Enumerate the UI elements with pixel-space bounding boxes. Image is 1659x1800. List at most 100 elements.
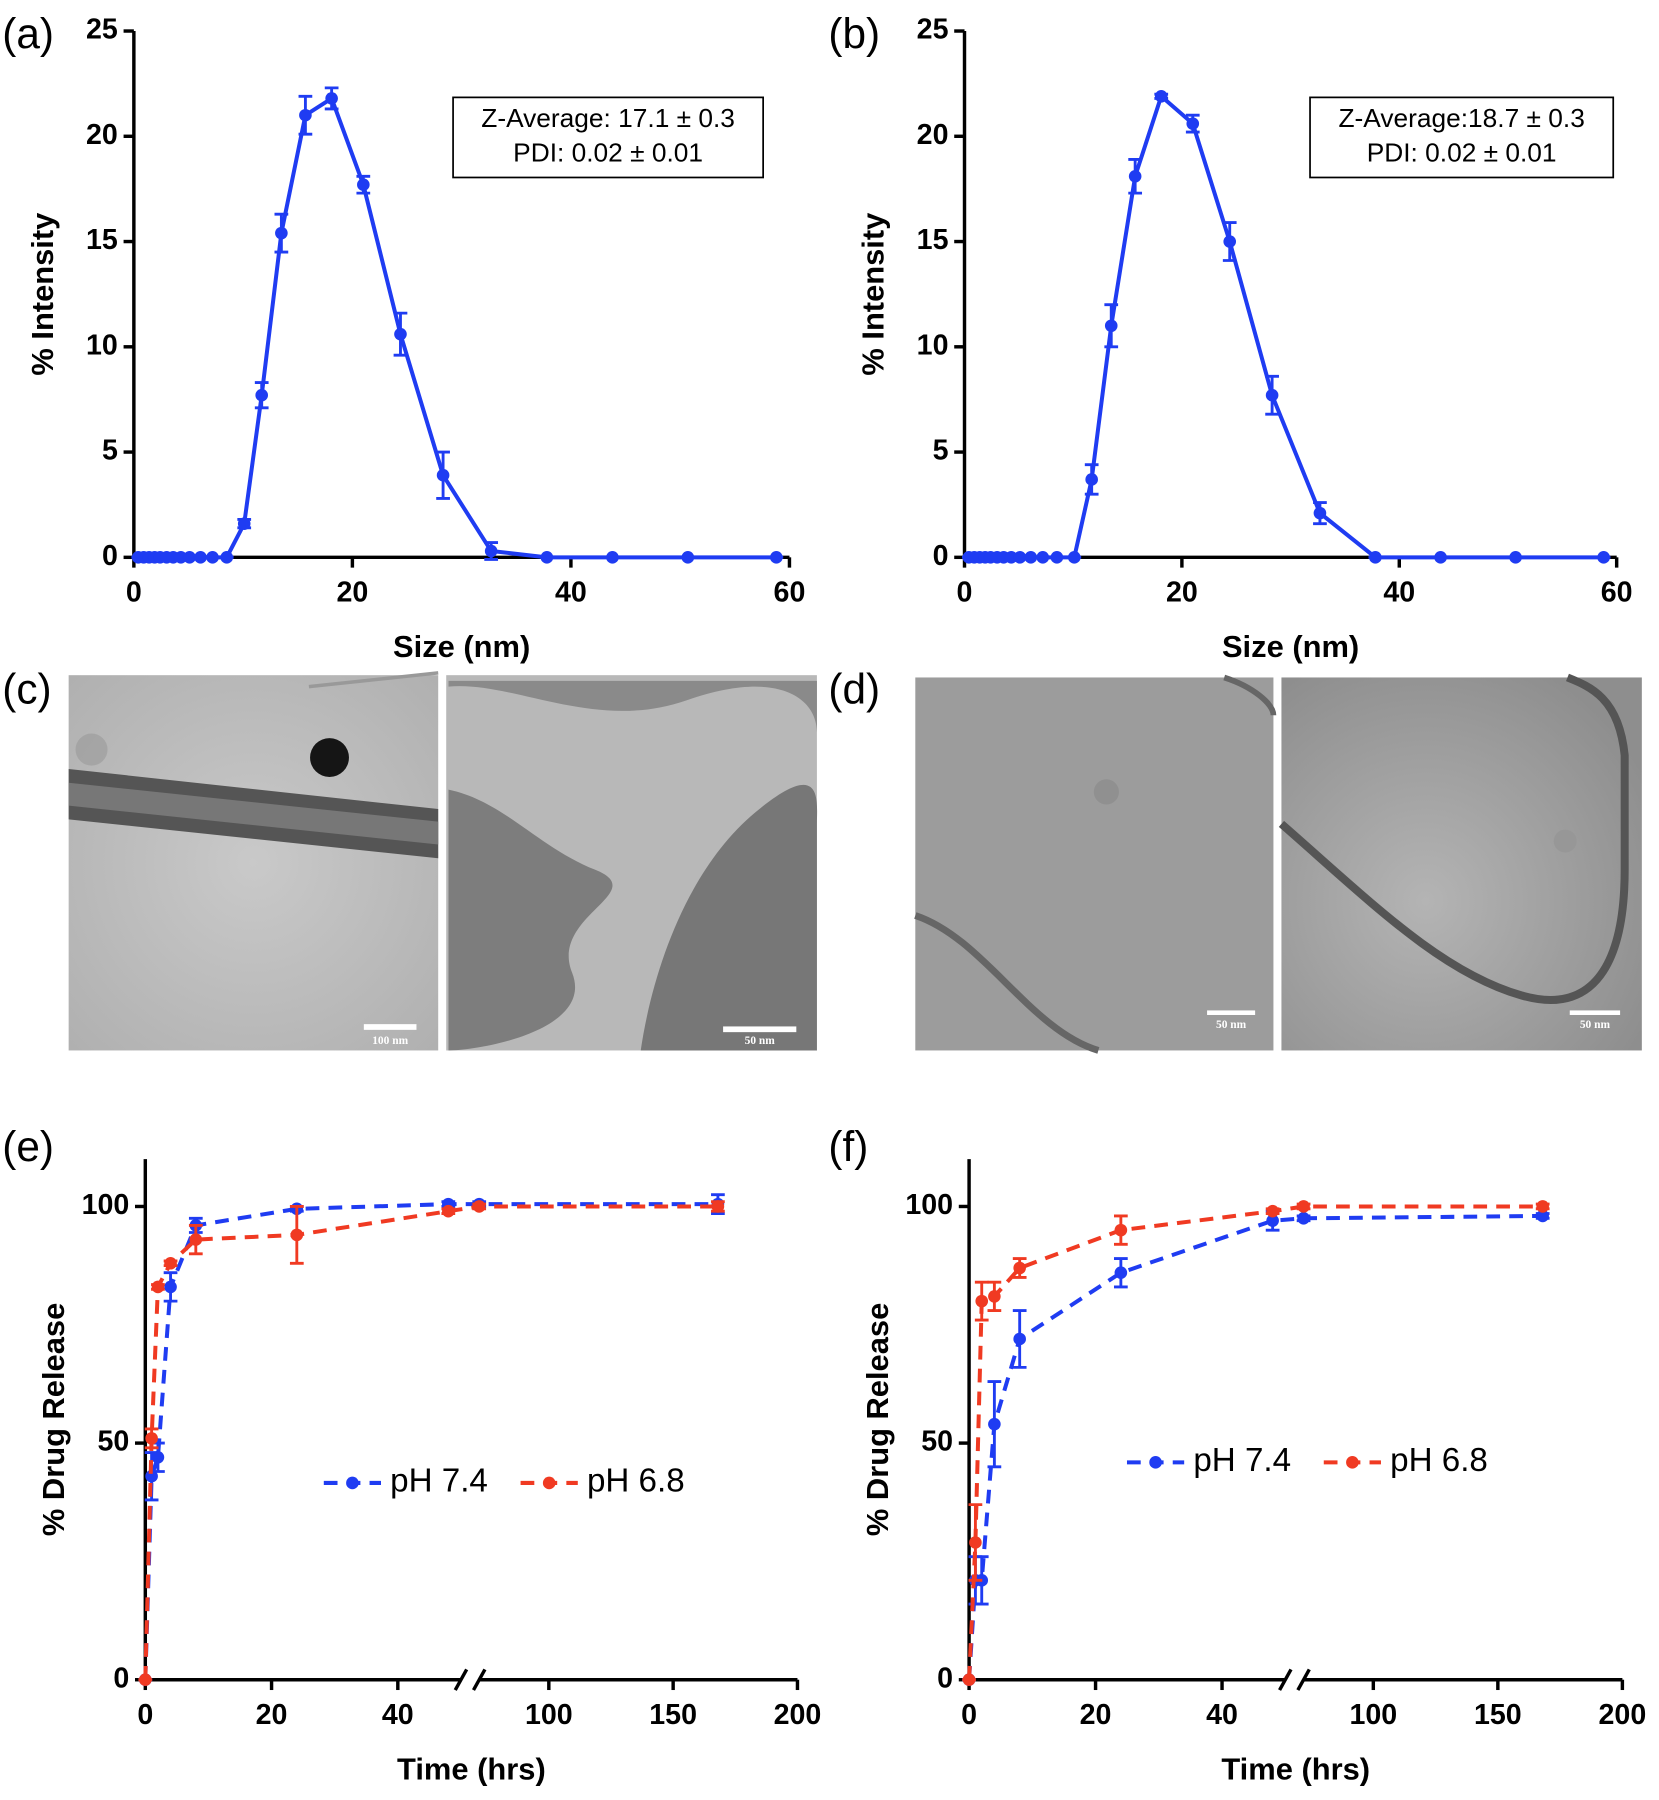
data-point (770, 551, 783, 564)
annotation-text: Z-Average: 17.1 ± 0.3 (481, 103, 735, 133)
scale-bar-label: 50 nm (745, 1035, 776, 1047)
x-tick-label: 60 (1601, 577, 1633, 609)
x-tick-label: 20 (336, 577, 368, 609)
y-axis-title: % Intensity (25, 213, 60, 376)
data-point (436, 468, 450, 482)
data-point (325, 92, 338, 105)
data-point (711, 1200, 725, 1213)
x-axis-title: Time (hrs) (397, 1751, 546, 1786)
panel-label: (a) (2, 10, 54, 57)
data-point (220, 551, 234, 564)
x-axis-title: Size (nm) (1222, 629, 1359, 664)
y-tick-label: 100 (82, 1189, 130, 1221)
y-tick-label: 0 (937, 1662, 953, 1694)
series-line (143, 1204, 718, 1680)
y-tick-label: 5 (102, 435, 118, 467)
data-point (183, 551, 196, 564)
data-point (1186, 117, 1200, 130)
scale-bar-label: 100 nm (372, 1035, 408, 1047)
data-point (1223, 235, 1237, 248)
panel-label: (e) (2, 1123, 54, 1170)
axis-break (471, 1668, 487, 1691)
data-point (164, 1280, 177, 1294)
legend-label: pH 6.8 (587, 1463, 685, 1500)
y-tick-label: 100 (905, 1189, 953, 1221)
data-point (237, 517, 251, 530)
data-point (1128, 169, 1142, 183)
x-tick-label: 0 (137, 1699, 153, 1731)
y-tick-label: 10 (917, 329, 949, 361)
x-tick-label: 100 (525, 1699, 573, 1731)
y-tick-label: 5 (933, 435, 949, 467)
data-point (1114, 1223, 1128, 1237)
data-point (1067, 551, 1081, 564)
y-axis-title: % Drug Release (860, 1303, 895, 1536)
y-tick-label: 20 (86, 119, 118, 151)
micrograph: 50 nm (914, 674, 1277, 1054)
data-point (962, 1673, 976, 1687)
annotation-box (452, 96, 764, 179)
x-tick-label: 150 (649, 1699, 697, 1731)
axis-break (453, 1668, 469, 1691)
legend-label: pH 6.8 (1390, 1442, 1488, 1479)
micrograph: 100 nm (68, 671, 439, 1051)
annotation-text: PDI: 0.02 ± 0.01 (513, 138, 703, 168)
data-point (1013, 1332, 1026, 1346)
scale-bar-label: 50 nm (1580, 1019, 1611, 1031)
data-point (189, 1233, 203, 1246)
panel-label: (b) (828, 10, 880, 57)
data-point (275, 226, 288, 240)
data-point (1024, 551, 1038, 564)
series-line (143, 1202, 718, 1680)
data-point (1104, 319, 1118, 333)
x-tick-label: 20 (256, 1699, 288, 1731)
scale-bar-label: 50 nm (1216, 1019, 1247, 1031)
data-point (1434, 551, 1447, 564)
data-point (484, 544, 498, 558)
data-point (174, 551, 188, 564)
x-axis-title: Size (nm) (393, 629, 530, 664)
data-point (357, 178, 370, 192)
legend-swatch (1346, 1456, 1359, 1469)
data-point (1013, 551, 1027, 564)
data-point (206, 551, 219, 564)
data-point (394, 327, 407, 341)
x-tick-label: 60 (774, 577, 806, 609)
data-point (164, 1256, 177, 1270)
y-tick-label: 0 (102, 540, 118, 572)
data-point (1050, 551, 1064, 564)
y-tick-label: 0 (113, 1662, 129, 1694)
series-line (967, 1204, 1543, 1680)
data-point (1265, 388, 1279, 402)
micrograph: 50 nm (446, 675, 818, 1051)
y-axis-title: % Intensity (855, 213, 890, 376)
data-point (1297, 1200, 1310, 1213)
y-tick-label: 10 (86, 329, 118, 361)
legend-swatch (1149, 1456, 1162, 1469)
data-point (1297, 1212, 1310, 1225)
panel-label: (d) (828, 666, 880, 713)
y-tick-label: 15 (86, 224, 118, 256)
legend-swatch (346, 1476, 359, 1490)
data-point (1085, 473, 1098, 486)
data-point (194, 551, 207, 564)
data-point (1266, 1204, 1279, 1218)
y-axis-title: % Drug Release (36, 1303, 71, 1536)
panel-label: (f) (828, 1123, 868, 1170)
data-point (606, 551, 619, 564)
y-tick-label: 20 (917, 119, 949, 151)
data-point (1509, 551, 1522, 564)
y-tick-label: 50 (921, 1426, 953, 1458)
data-point (1313, 506, 1327, 520)
data-point (1013, 1261, 1026, 1275)
data-point (1154, 89, 1168, 103)
annotation-text: PDI: 0.02 ± 0.01 (1367, 138, 1557, 168)
data-point (151, 1451, 165, 1464)
data-point (988, 1417, 1001, 1431)
data-point (145, 1432, 158, 1445)
x-tick-label: 40 (1383, 577, 1415, 609)
axis-break (1296, 1668, 1311, 1691)
x-axis-title: Time (hrs) (1221, 1751, 1370, 1786)
